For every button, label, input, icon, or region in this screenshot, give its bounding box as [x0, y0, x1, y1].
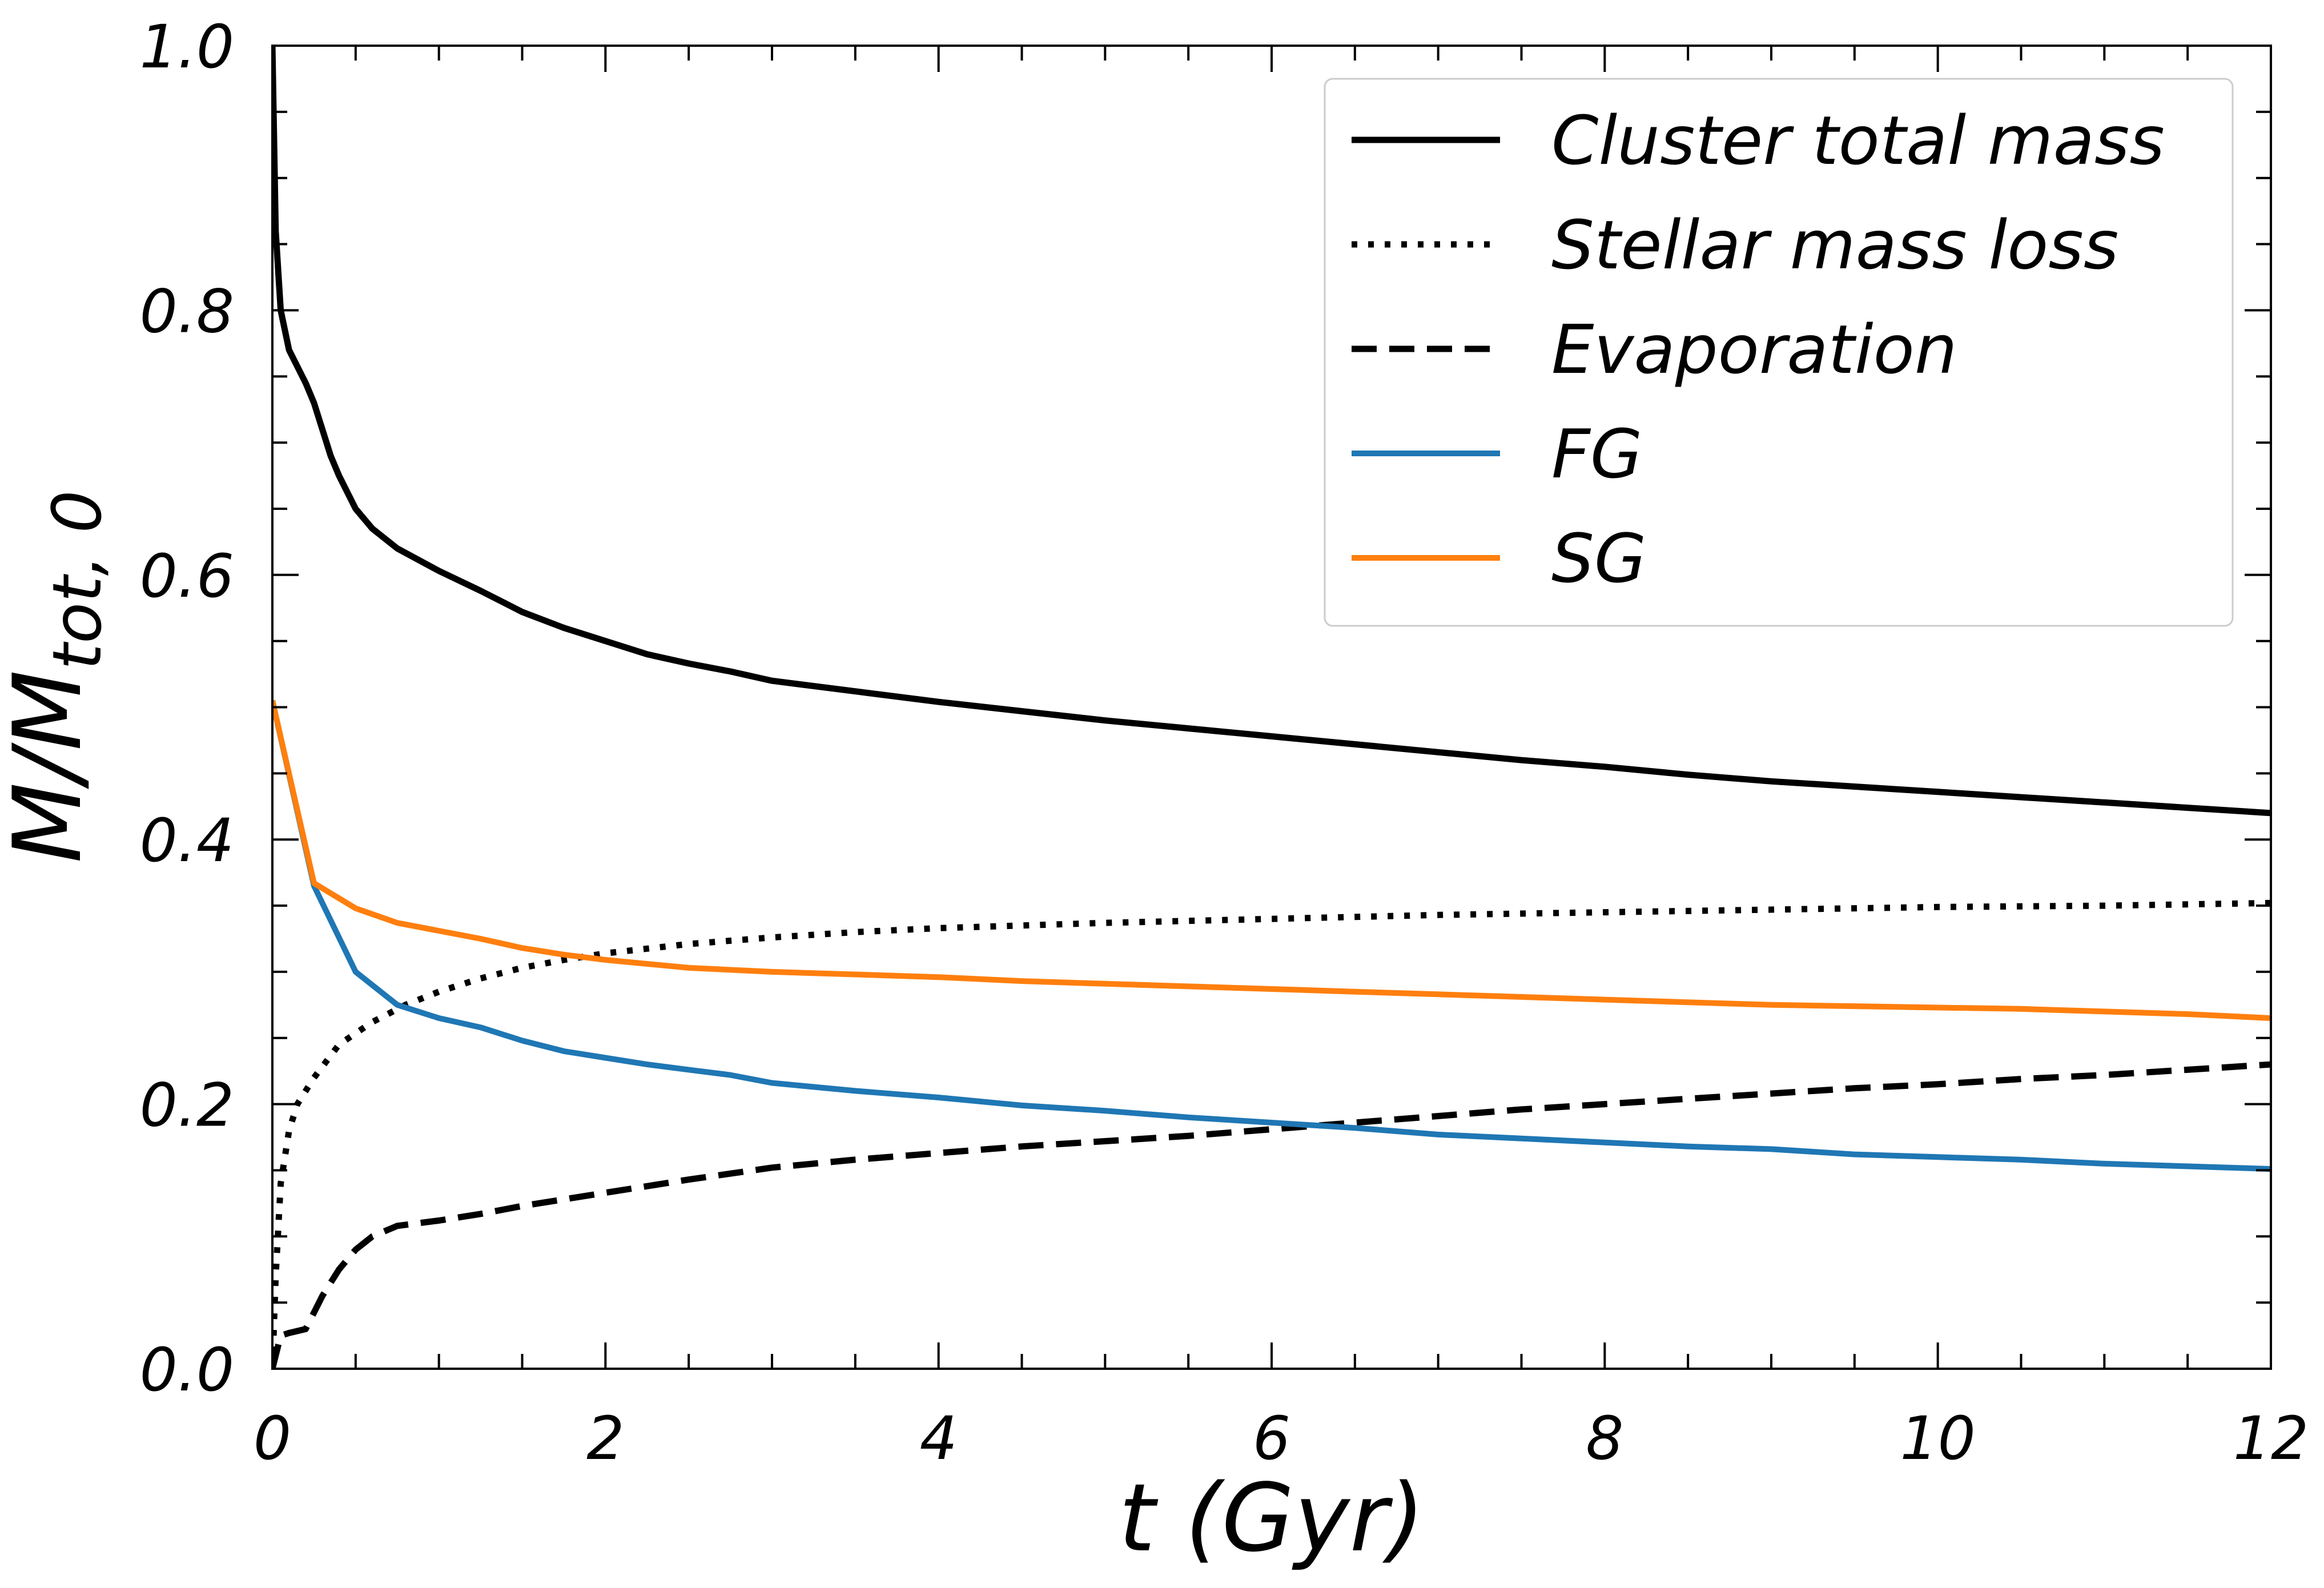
x-axis-title: t (Gyr) — [1119, 1464, 1425, 1573]
svg-text:M/Mtot, 0: M/Mtot, 0 — [0, 490, 116, 863]
series-line-fg — [272, 699, 2271, 1172]
y-tick-label: 0.2 — [140, 1071, 234, 1140]
series-line-stellar-mass-loss — [272, 899, 2271, 1369]
x-tick-label: 12 — [2233, 1404, 2309, 1473]
y-tick-label: 0.6 — [140, 541, 234, 611]
y-axis-title: M/Mtot, 0 — [0, 490, 116, 863]
y-axis-title-sub: tot, 0 — [38, 490, 116, 670]
tick-labels: 0 2 4 6 8 10 12 0.0 0.2 0.4 0.6 0.8 1.0 — [140, 12, 2309, 1473]
y-tick-label: 1.0 — [140, 12, 234, 82]
series-line-evaporation — [272, 1061, 2271, 1369]
x-tick-label: 2 — [586, 1404, 624, 1473]
legend-label-sg: SG — [1551, 519, 1646, 598]
legend-frame — [1324, 78, 2234, 627]
legend-label-stellar-mass-loss: Stellar mass loss — [1551, 206, 2118, 284]
legend-label-fg: FG — [1551, 415, 1642, 493]
plot-frame — [271, 45, 2272, 1370]
y-tick-label: 0.0 — [140, 1335, 234, 1405]
x-tick-label: 8 — [1586, 1404, 1623, 1473]
x-tick-label: 4 — [920, 1404, 958, 1473]
y-tick-label: 0.8 — [140, 276, 234, 346]
y-axis-title-main: M/M — [0, 670, 102, 863]
legend-label-evaporation: Evaporation — [1551, 310, 1957, 389]
series-line-sg — [272, 699, 2271, 1021]
series-line-cluster-total-mass — [272, 45, 2271, 817]
x-tick-label: 10 — [1900, 1404, 1975, 1473]
legend-label-cluster-total-mass: Cluster total mass — [1551, 101, 2165, 180]
y-tick-label: 0.4 — [140, 806, 234, 875]
x-tick-label: 0 — [254, 1404, 291, 1473]
plot-area — [272, 45, 2271, 1369]
legend: Cluster total mass Stellar mass loss Evapo… — [1324, 78, 2234, 627]
x-tick-label: 6 — [1253, 1404, 1290, 1473]
